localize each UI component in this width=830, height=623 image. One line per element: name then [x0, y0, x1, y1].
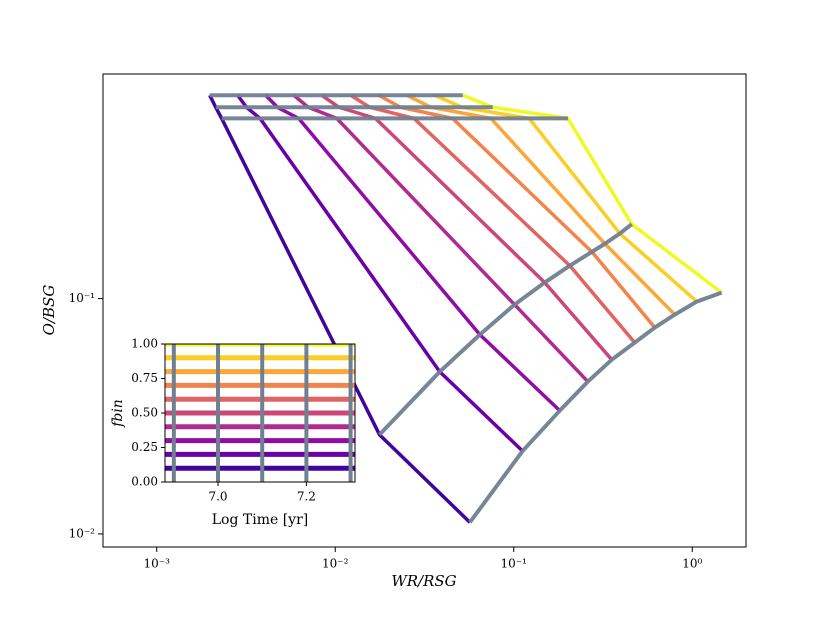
y-tick-label: 0.50 [131, 406, 158, 420]
inset-plot [165, 344, 355, 482]
y-tick-label: 0.25 [131, 440, 158, 454]
x-tick-label: 10⁰ [682, 557, 702, 571]
y-tick-label: 1.00 [131, 337, 158, 351]
y-tick-label: 10⁻² [69, 526, 96, 540]
x-tick-label: 10⁻¹ [501, 557, 527, 571]
main-plot [208, 93, 723, 524]
y-axis-label: O/BSG [40, 285, 58, 336]
inset-x-label: Log Time [yr] [212, 512, 309, 528]
age-line [468, 290, 723, 524]
inset-y-label: fbin [110, 399, 126, 428]
y-tick-label: 0.00 [131, 475, 158, 489]
series-line [377, 93, 657, 329]
x-tick-label: 7.2 [297, 490, 316, 504]
series-line [462, 93, 723, 295]
main-frame [102, 73, 747, 548]
x-tick-label: 7.0 [208, 490, 227, 504]
x-tick-label: 10⁻² [322, 557, 349, 571]
y-tick-label: 10⁻¹ [69, 291, 95, 305]
age-line [378, 222, 633, 437]
x-tick-label: 10⁻³ [144, 557, 171, 571]
x-axis-label: WR/RSG [391, 572, 456, 590]
y-tick-label: 0.75 [131, 371, 158, 385]
